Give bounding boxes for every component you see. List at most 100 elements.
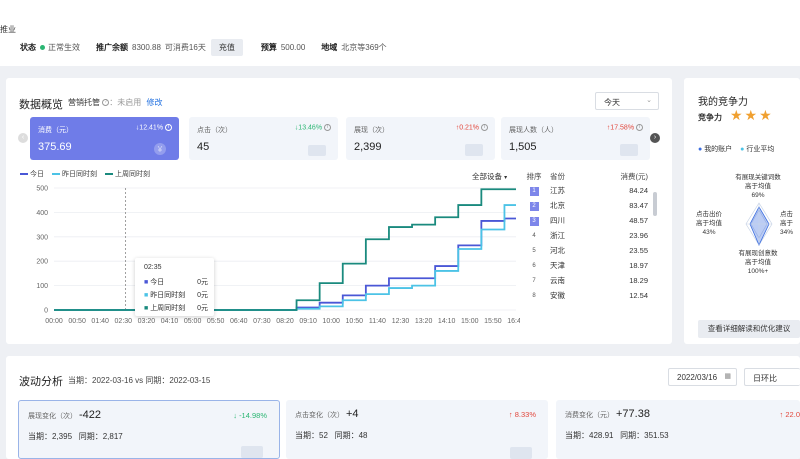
metric-change-value: 0.21%	[459, 124, 480, 132]
x-tick-label: 10:00	[322, 318, 340, 325]
wave-card-value: +77.38	[616, 408, 650, 420]
compare-select[interactable]: 日环比	[744, 368, 800, 386]
info-icon: i	[636, 124, 643, 131]
metric-label: 点击（次）	[197, 127, 232, 134]
prev-arrow-icon[interactable]: ‹	[18, 133, 28, 143]
wave-card-cost[interactable]: 消费变化（元） +77.38 ↑ 22.0 当期：428.91 同期：351.5…	[556, 400, 800, 459]
wave-card-compare: 当期：52 同期：48	[295, 431, 368, 440]
x-tick-label: 11:40	[369, 318, 386, 325]
metric-label: 展现人数（人）	[509, 127, 558, 134]
table-row: 3 四川 48.57	[526, 213, 666, 228]
x-tick-label: 15:00	[461, 318, 479, 325]
tooltip-row: ■ 昨日同时刻 0元	[144, 292, 208, 299]
marketing-managed: 营销托管 ? ：未启用 修改	[68, 98, 163, 107]
wave-card-compare: 当期：428.91 同期：351.53	[565, 431, 669, 440]
series-line-0	[54, 217, 516, 311]
legend-item-yesterday[interactable]: 昨日同时刻	[52, 169, 97, 179]
table-scrollbar[interactable]	[653, 192, 657, 216]
recharge-button[interactable]: 充值	[210, 38, 243, 56]
date-range-select[interactable]: 今天 ⌄	[595, 92, 659, 110]
table-header: 排序 省份 消费(元)	[526, 169, 666, 183]
marketing-status: 未启用	[117, 98, 142, 107]
date-picker-value: 2022/03/16	[677, 373, 718, 382]
svg-text:¥: ¥	[157, 145, 163, 154]
table-row: 4 浙江 23.96	[532, 231, 648, 240]
x-tick-label: 12:30	[392, 318, 410, 325]
people-icon	[620, 144, 638, 156]
x-tick-label: 15:50	[484, 318, 502, 325]
date-range-value: 今天	[604, 98, 620, 107]
region-value: 北京等369个	[341, 42, 387, 52]
data-overview-panel: 数据概览 营销托管 ? ：未启用 修改 今天 ⌄ ‹ › 消费（元） ↓12.41…	[6, 78, 672, 344]
detail-analysis-button[interactable]: 查看详细解读和优化建议	[698, 320, 800, 338]
x-tick-label: 13:20	[415, 318, 433, 325]
metric-label: 消费（元）	[38, 127, 73, 134]
breadcrumb: 推业	[0, 25, 16, 34]
wave-card-value: +4	[346, 408, 359, 420]
metric-change: ↓12.41% i	[136, 124, 172, 131]
balance-value: 8300.88	[132, 42, 161, 52]
wave-period: 当期：2022-03-16 vs 同期：2022-03-15	[68, 376, 211, 385]
competitiveness-title: 我的竞争力	[698, 97, 748, 108]
compare-select-value: 日环比	[753, 374, 777, 383]
radar-label-clicks: 点击 高于 34%	[780, 211, 794, 236]
table-row: 8 安徽 12.54	[532, 291, 648, 300]
caret-down-icon: ▾	[504, 175, 508, 181]
table-row: 1 江苏 84.24	[526, 183, 666, 198]
legend-item-today[interactable]: 今日	[20, 169, 44, 179]
wave-card-change: ↑ 22.0	[779, 410, 800, 419]
metric-change-value: 17.58%	[610, 124, 635, 132]
x-tick-label: 16:40	[507, 318, 520, 325]
table-row: 7 云南 18.29	[532, 276, 648, 285]
radar-label-keywords: 有展现关键词数 高于均值 69%	[735, 174, 781, 199]
table-row: 6 天津 18.97	[532, 261, 648, 270]
radar-label-bid: 点击出价 高于均值 43%	[696, 211, 722, 236]
radar-chart	[745, 202, 773, 246]
help-icon[interactable]: ?	[102, 99, 110, 107]
wave-card-impressions[interactable]: 展现变化（次） -422 ↓ -14.98% 当期：2,395 同期：2,817	[18, 400, 280, 459]
x-tick-label: 01:40	[91, 318, 109, 325]
marketing-label: 营销托管	[68, 98, 100, 107]
legend-item-last-week[interactable]: 上周同时刻	[105, 169, 150, 179]
x-tick-label: 05:00	[184, 318, 202, 325]
metric-card-impressions[interactable]: 展现（次） ↑0.21% i 2,399	[346, 117, 495, 160]
modify-link[interactable]: 修改	[146, 98, 163, 107]
metric-value: 2,399	[354, 141, 382, 153]
x-tick-label: 02:30	[115, 318, 133, 325]
competitiveness-panel: 我的竞争力 竞争力 ★★★ ● 我的账户 ● 行业平均 有展现关键词数 高于均值 6…	[684, 78, 800, 344]
radar-legend: ● 我的账户 ● 行业平均	[698, 146, 775, 153]
y-tick-label: 200	[36, 259, 48, 266]
metric-value: 45	[197, 141, 210, 153]
wave-card-change: ↓ -14.98%	[233, 411, 267, 420]
radar-label-creatives: 有展现创意数 高于均值 100%+	[738, 250, 778, 275]
wave-title: 波动分析	[19, 376, 63, 388]
balance-note: 可消费16天	[164, 42, 206, 52]
region-label: 地域	[321, 42, 338, 52]
x-tick-label: 09:10	[299, 318, 317, 325]
x-tick-label: 05:50	[207, 318, 225, 325]
device-select[interactable]: 全部设备 ▾	[472, 171, 507, 182]
metric-change: ↑17.58% i	[607, 124, 643, 131]
status-label: 状态	[20, 42, 36, 52]
balance-label: 推广余额	[96, 42, 128, 52]
column-header-rank: 排序	[526, 171, 542, 181]
device-select-value: 全部设备	[472, 172, 502, 181]
tooltip-row: ■ 今日 0元	[144, 279, 208, 286]
date-picker[interactable]: 2022/03/16 ▦	[668, 368, 737, 386]
cursor-icon	[510, 447, 532, 459]
metric-card-visitors[interactable]: 展现人数（人） ↑17.58% i 1,505	[501, 117, 650, 160]
metric-card-clicks[interactable]: 点击（次） ↓13.46% i 45	[189, 117, 338, 160]
next-arrow-icon[interactable]: ›	[650, 133, 660, 143]
metric-value: 1,505	[509, 141, 537, 153]
x-tick-label: 14:10	[438, 318, 456, 325]
metric-card-cost[interactable]: 消费（元） ↓12.41% i 375.69 ¥	[30, 117, 179, 160]
info-icon: i	[324, 124, 331, 131]
wave-card-clicks[interactable]: 点击变化（次） +4 ↑ 8.33% 当期：52 同期：48	[286, 400, 548, 459]
chart-tooltip: 02:35 ■ 今日 0元 ■ 昨日同时刻 0元 ■ 上周同时刻 0元	[135, 258, 214, 316]
screen-icon	[465, 144, 483, 156]
info-icon: i	[481, 124, 488, 131]
x-tick-label: 10:50	[346, 318, 364, 325]
y-tick-label: 300	[36, 234, 48, 241]
x-tick-label: 07:30	[253, 318, 271, 325]
y-tick-label: 0	[44, 308, 48, 315]
